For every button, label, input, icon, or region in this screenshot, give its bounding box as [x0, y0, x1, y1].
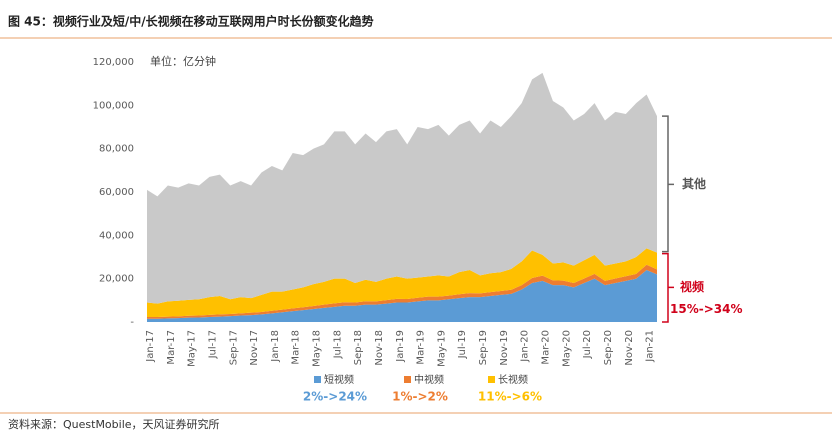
area [147, 248, 657, 318]
legend-label: 中视频 [414, 373, 444, 386]
other-bracket [662, 115, 674, 253]
legend-label: 长视频 [498, 373, 528, 386]
x-tick-label: Sep-17 [228, 330, 239, 365]
y-tick-label: 100,000 [93, 100, 134, 111]
x-tick-label: Sep-20 [603, 330, 614, 365]
legend-swatch [314, 376, 321, 383]
x-tick-label: May-20 [561, 330, 572, 367]
x-tick-label: Jan-17 [145, 330, 156, 363]
source: 资料来源：QuestMobile，天风证券研究所 [8, 417, 220, 431]
x-tick-label: May-17 [187, 330, 198, 367]
share-change: 1%->2% [392, 390, 448, 404]
area [147, 270, 657, 322]
x-tick-label: Jul-17 [207, 330, 218, 359]
x-tick-label: Sep-18 [353, 330, 364, 365]
legend-swatch [488, 376, 495, 383]
x-tick-label: May-19 [436, 330, 447, 367]
x-tick-label: Nov-17 [249, 330, 260, 366]
y-tick-label: - [130, 317, 134, 328]
other-label: 其他 [682, 176, 706, 191]
legend-label: 短视频 [324, 373, 354, 386]
x-tick-label: Jul-20 [582, 330, 593, 359]
share-change: 2%->24% [303, 390, 367, 404]
chart-title: 图 45：视频行业及短/中/长视频在移动互联网用户时长份额变化趋势 [8, 14, 374, 29]
unit-label: 单位：亿分钟 [150, 54, 216, 68]
area [147, 72, 657, 304]
x-tick-label: Mar-18 [291, 330, 302, 365]
x-tick-label: Sep-19 [478, 330, 489, 365]
x-tick-label: May-18 [312, 330, 323, 367]
x-tick-label: Nov-20 [624, 330, 635, 366]
video-change: 15%->34% [670, 302, 742, 316]
video-label: 视频 [680, 279, 704, 294]
share-change: 11%->6% [478, 390, 542, 404]
x-tick-label: Mar-20 [541, 330, 552, 365]
x-tick-label: Jan-20 [520, 330, 531, 363]
x-tick-label: Mar-17 [166, 330, 177, 365]
x-tick-label: Jul-19 [457, 330, 468, 359]
y-tick-label: 80,000 [99, 144, 134, 155]
y-tick-label: 120,000 [93, 57, 134, 68]
x-tick-label: Nov-18 [374, 330, 385, 366]
x-tick-label: Jan-19 [395, 330, 406, 363]
x-tick-label: Jul-18 [332, 330, 343, 359]
video-bracket [662, 252, 674, 323]
x-tick-label: Mar-19 [416, 330, 427, 365]
x-tick-label: Jan-21 [645, 330, 656, 363]
x-tick-label: Jan-18 [270, 330, 281, 363]
y-tick-label: 20,000 [99, 274, 134, 285]
y-tick-label: 60,000 [99, 187, 134, 198]
x-tick-label: Nov-19 [499, 330, 510, 366]
y-tick-label: 40,000 [99, 230, 134, 241]
legend-swatch [404, 376, 411, 383]
